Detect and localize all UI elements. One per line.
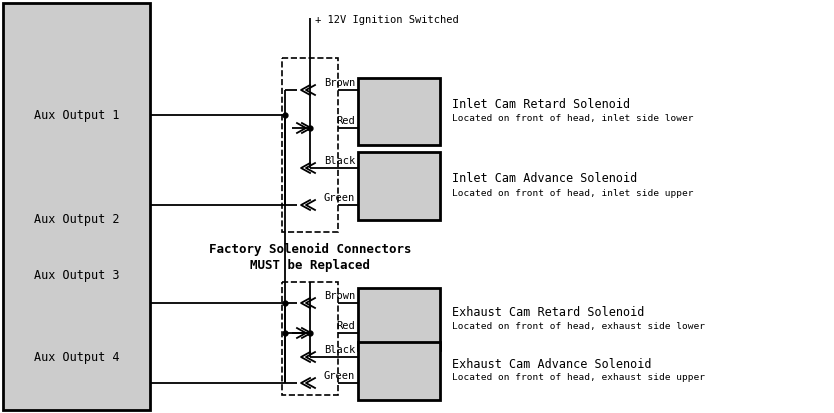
Bar — [358, 288, 440, 350]
Text: Black: Black — [324, 345, 355, 355]
Text: Inlet Cam Retard Solenoid: Inlet Cam Retard Solenoid — [452, 98, 631, 111]
Text: Located on front of head, inlet side lower: Located on front of head, inlet side low… — [452, 114, 694, 123]
Bar — [3, 3, 150, 410]
Text: Aux Output 2: Aux Output 2 — [33, 214, 119, 226]
Text: Green: Green — [324, 371, 355, 381]
Text: Aux Output 1: Aux Output 1 — [33, 109, 119, 121]
Text: Located on front of head, inlet side upper: Located on front of head, inlet side upp… — [452, 188, 694, 197]
Text: Inlet Cam Advance Solenoid: Inlet Cam Advance Solenoid — [452, 173, 637, 185]
Text: Aux Output 3: Aux Output 3 — [33, 268, 119, 282]
Bar — [358, 342, 440, 400]
Text: Red: Red — [336, 321, 355, 331]
Text: Aux Output 4: Aux Output 4 — [33, 351, 119, 365]
Text: Exhaust Cam Advance Solenoid: Exhaust Cam Advance Solenoid — [452, 358, 651, 370]
Text: Located on front of head, exhaust side lower: Located on front of head, exhaust side l… — [452, 321, 705, 330]
Text: Located on front of head, exhaust side upper: Located on front of head, exhaust side u… — [452, 373, 705, 382]
Text: Exhaust Cam Retard Solenoid: Exhaust Cam Retard Solenoid — [452, 306, 645, 318]
Bar — [282, 58, 338, 232]
Text: Green: Green — [324, 193, 355, 203]
Text: Brown: Brown — [324, 78, 355, 88]
Text: Brown: Brown — [324, 291, 355, 301]
Text: Black: Black — [324, 156, 355, 166]
Text: + 12V Ignition Switched: + 12V Ignition Switched — [315, 15, 459, 25]
Bar — [358, 78, 440, 145]
Text: Red: Red — [336, 116, 355, 126]
Bar — [282, 282, 338, 395]
Bar — [358, 152, 440, 220]
Text: MUST be Replaced: MUST be Replaced — [250, 259, 370, 271]
Text: Factory Solenoid Connectors: Factory Solenoid Connectors — [208, 242, 411, 256]
